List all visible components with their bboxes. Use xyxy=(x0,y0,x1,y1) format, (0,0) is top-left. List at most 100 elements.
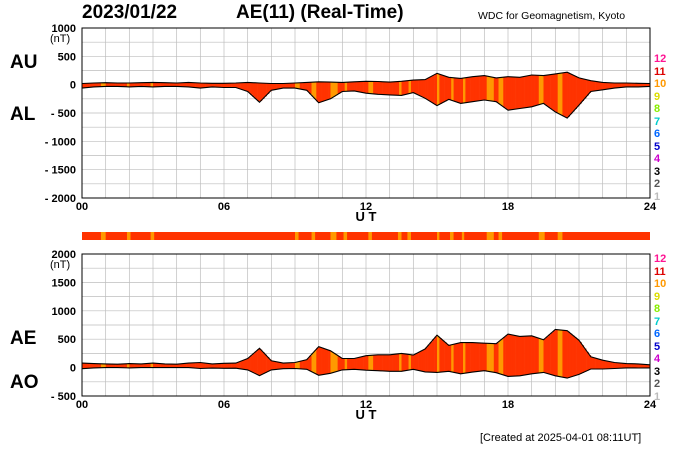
data-bar xyxy=(247,82,251,93)
data-bar xyxy=(366,355,369,371)
data-bar xyxy=(380,81,383,95)
data-bar xyxy=(647,83,651,87)
data-bar xyxy=(368,355,372,371)
data-bar xyxy=(564,330,568,378)
data-bar xyxy=(219,83,222,88)
data-bar xyxy=(136,363,140,368)
data-bar xyxy=(621,363,625,369)
quality-bar-segment xyxy=(295,232,299,240)
data-source: WDC for Geomagnetism, Kyoto xyxy=(478,10,626,22)
data-bar xyxy=(548,74,551,108)
data-bar xyxy=(96,363,99,368)
level-label: 1 xyxy=(654,190,661,203)
data-bar xyxy=(451,77,454,101)
data-bar xyxy=(415,79,419,95)
data-bar xyxy=(86,363,90,369)
y-tick-label: - 1500 xyxy=(45,165,76,177)
data-bar xyxy=(332,353,336,373)
data-bar xyxy=(247,357,251,371)
data-bar xyxy=(238,82,241,89)
data-bar xyxy=(181,363,185,368)
data-bar xyxy=(339,357,343,371)
data-bar xyxy=(207,83,211,88)
data-bar xyxy=(96,82,99,87)
data-bar xyxy=(543,338,547,373)
data-bar xyxy=(339,82,343,93)
data-bar xyxy=(278,83,282,89)
data-bar xyxy=(605,360,608,369)
data-bar xyxy=(157,82,161,87)
data-bar xyxy=(567,331,570,378)
data-bar xyxy=(313,350,317,374)
data-bar xyxy=(316,347,319,375)
data-bar xyxy=(614,362,618,369)
data-bar xyxy=(474,76,478,102)
data-bar xyxy=(529,75,532,107)
au-al-panel: 1000 500 0 - 500 - 1000 - 1500 - 2000 00 06 12 18… xyxy=(45,23,657,224)
data-bar xyxy=(264,354,267,373)
ae-ao-y-ticks: 2000 1500 1000 500 0 - 500 xyxy=(51,249,76,403)
data-bar xyxy=(91,363,95,368)
data-bar xyxy=(370,355,374,371)
quality-bar-segment xyxy=(538,232,545,240)
data-bar xyxy=(304,359,308,370)
data-bar xyxy=(460,342,464,374)
level-label: 5 xyxy=(654,140,661,153)
data-bar xyxy=(394,354,398,372)
data-bar xyxy=(640,364,644,368)
data-bar xyxy=(233,82,237,88)
data-bar xyxy=(169,82,173,87)
data-bar xyxy=(93,82,97,87)
data-bar xyxy=(183,363,187,368)
data-bar xyxy=(437,73,440,106)
data-bar xyxy=(595,358,599,370)
data-bar xyxy=(297,82,301,89)
data-bar xyxy=(197,362,201,369)
data-bar xyxy=(500,338,504,375)
quality-bar-segment xyxy=(126,232,131,240)
data-bar xyxy=(484,343,487,371)
data-bar xyxy=(413,80,416,94)
level-label: 5 xyxy=(654,340,661,353)
data-bar xyxy=(406,354,409,371)
data-bar xyxy=(441,75,445,103)
data-bar xyxy=(124,82,128,87)
data-bar xyxy=(560,73,563,115)
level-label: 7 xyxy=(654,315,661,328)
data-bar xyxy=(619,82,622,88)
data-bar xyxy=(552,330,556,376)
data-bar xyxy=(451,344,454,373)
data-bar xyxy=(167,363,170,368)
level-label: 2 xyxy=(654,178,661,190)
data-bar xyxy=(250,355,253,372)
data-bar xyxy=(581,78,585,101)
data-bar xyxy=(465,77,469,103)
quality-bar-segment xyxy=(100,232,106,240)
data-bar xyxy=(259,349,263,375)
data-bar xyxy=(209,363,213,369)
data-bar xyxy=(153,82,156,87)
data-bar xyxy=(472,76,476,102)
data-bar xyxy=(228,363,232,369)
chart-title: AE(11) (Real-Time) xyxy=(236,2,404,23)
level-label: 10 xyxy=(654,78,667,90)
data-bar xyxy=(375,81,379,95)
data-bar xyxy=(231,83,234,88)
data-bar xyxy=(413,354,416,370)
data-bar xyxy=(261,352,265,374)
data-bar xyxy=(190,82,194,88)
data-bar xyxy=(602,360,606,369)
data-bar xyxy=(638,83,641,87)
quality-bar-segment xyxy=(407,232,411,240)
data-bar xyxy=(441,340,445,372)
data-bar xyxy=(297,361,301,369)
data-bar xyxy=(238,361,241,369)
data-bar xyxy=(425,78,428,100)
data-bar xyxy=(579,341,582,374)
data-bar xyxy=(110,82,114,87)
data-bar xyxy=(131,82,135,87)
data-bar xyxy=(328,350,331,374)
data-bar xyxy=(396,353,400,372)
x-tick-label: 18 xyxy=(502,201,514,213)
au-al-unit-label: (nT) xyxy=(50,33,70,45)
